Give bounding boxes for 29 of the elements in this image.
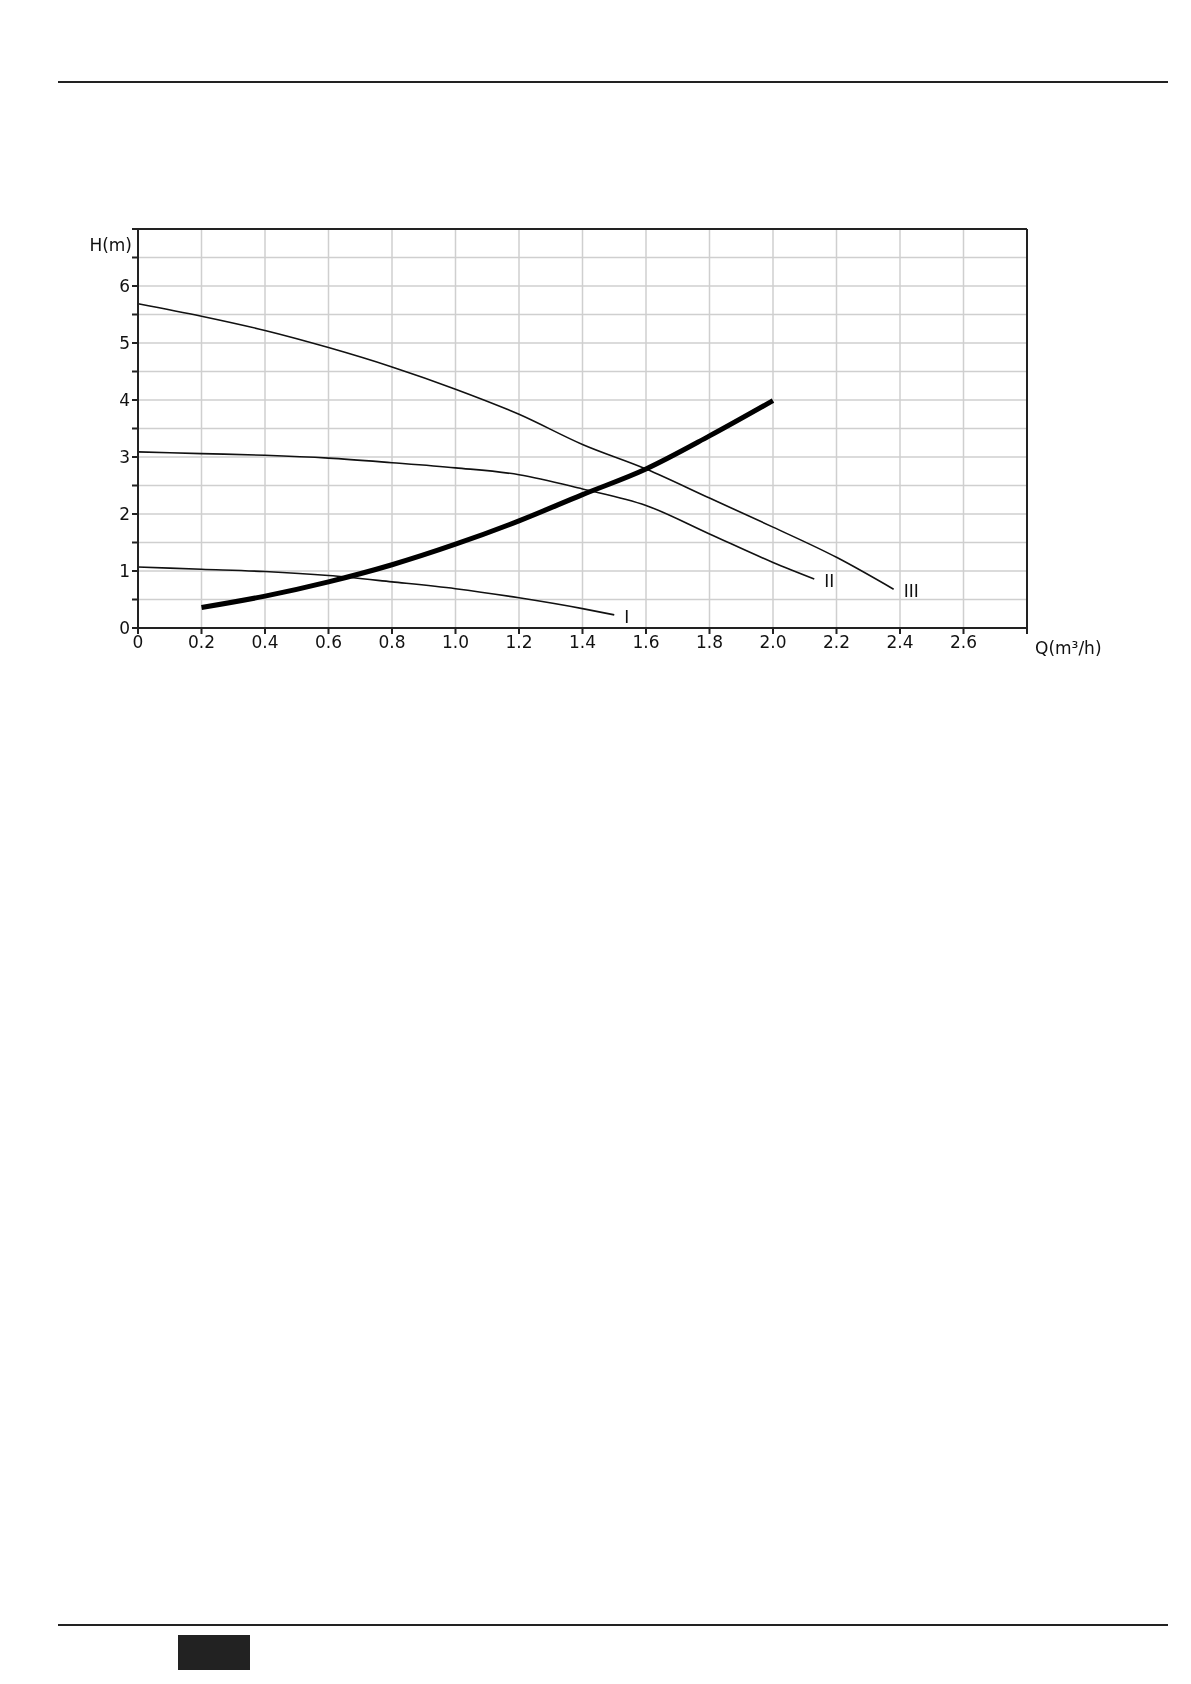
x-tick-label: 1.8 bbox=[695, 632, 724, 653]
x-tick-label: 1.0 bbox=[441, 632, 470, 653]
x-tick-label: 2.2 bbox=[822, 632, 851, 653]
x-tick-label: 0.2 bbox=[187, 632, 216, 653]
x-tick-label: 1.6 bbox=[632, 632, 660, 653]
x-tick-label: 2.6 bbox=[949, 632, 978, 653]
y-tick-label: 5 bbox=[119, 333, 130, 354]
x-axis-title: Q(m³/h) bbox=[1035, 638, 1102, 658]
series-label: II bbox=[824, 570, 835, 591]
y-tick-label: 3 bbox=[119, 447, 130, 468]
x-tick-label: 1.4 bbox=[568, 632, 597, 653]
y-tick-label: 4 bbox=[119, 390, 130, 411]
line-series bbox=[138, 566, 616, 616]
x-tick-label: 0.4 bbox=[251, 632, 279, 653]
y-axis-title: H(m) bbox=[89, 235, 132, 255]
y-tick-label: 2 bbox=[119, 504, 130, 525]
series-label: I bbox=[624, 606, 630, 627]
series-label: III bbox=[903, 581, 919, 602]
x-tick-label: 2.4 bbox=[886, 632, 914, 653]
x-tick-label: 0.8 bbox=[378, 632, 406, 653]
y-tick-label: 1 bbox=[119, 561, 130, 582]
line-series bbox=[138, 451, 816, 580]
line-series bbox=[138, 302, 895, 591]
y-tick-label: 0 bbox=[119, 618, 130, 639]
x-tick-label: 2.0 bbox=[759, 632, 787, 653]
x-tick-label: 0.6 bbox=[314, 632, 343, 653]
y-tick-label: 6 bbox=[119, 276, 130, 297]
x-tick-label: 1.2 bbox=[505, 632, 533, 653]
x-tick-label: 0 bbox=[132, 632, 144, 653]
